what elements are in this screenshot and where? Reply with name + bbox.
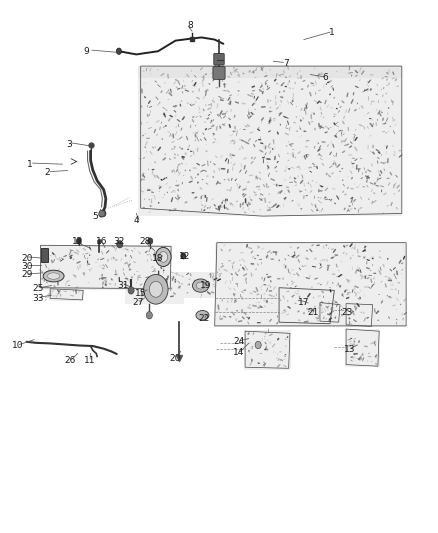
Text: 33: 33 bbox=[33, 294, 44, 303]
Text: 2: 2 bbox=[44, 168, 50, 177]
Text: 17: 17 bbox=[298, 298, 310, 307]
FancyBboxPatch shape bbox=[184, 272, 217, 298]
Circle shape bbox=[181, 253, 186, 259]
Text: 4: 4 bbox=[134, 216, 139, 225]
Text: 27: 27 bbox=[133, 298, 144, 307]
FancyBboxPatch shape bbox=[244, 330, 291, 370]
Text: 20: 20 bbox=[22, 254, 33, 263]
Ellipse shape bbox=[43, 270, 64, 282]
Text: 26: 26 bbox=[64, 356, 76, 365]
FancyBboxPatch shape bbox=[41, 248, 48, 262]
Text: 8: 8 bbox=[188, 21, 194, 30]
Text: 3: 3 bbox=[66, 140, 72, 149]
Text: 18: 18 bbox=[152, 254, 164, 263]
Text: 6: 6 bbox=[323, 73, 328, 82]
Text: 10: 10 bbox=[12, 341, 24, 350]
Text: 16: 16 bbox=[96, 237, 107, 246]
Text: 23: 23 bbox=[342, 308, 353, 317]
Text: 12: 12 bbox=[179, 253, 190, 262]
Text: 31: 31 bbox=[117, 280, 129, 289]
Circle shape bbox=[159, 252, 168, 262]
Circle shape bbox=[148, 238, 153, 244]
Text: 32: 32 bbox=[113, 237, 124, 246]
Circle shape bbox=[146, 312, 152, 319]
Circle shape bbox=[255, 341, 261, 349]
Text: 22: 22 bbox=[198, 314, 209, 323]
Circle shape bbox=[144, 274, 168, 304]
FancyBboxPatch shape bbox=[319, 303, 341, 323]
Text: 28: 28 bbox=[139, 237, 151, 246]
Text: 1: 1 bbox=[27, 160, 32, 168]
Text: 21: 21 bbox=[307, 308, 318, 317]
Text: 12: 12 bbox=[72, 237, 83, 246]
FancyBboxPatch shape bbox=[49, 288, 84, 301]
Ellipse shape bbox=[196, 311, 209, 320]
FancyBboxPatch shape bbox=[138, 66, 402, 216]
FancyBboxPatch shape bbox=[215, 243, 406, 327]
Polygon shape bbox=[138, 66, 402, 78]
Ellipse shape bbox=[196, 282, 205, 289]
Text: 29: 29 bbox=[22, 270, 33, 279]
Text: 5: 5 bbox=[92, 212, 98, 221]
Ellipse shape bbox=[47, 273, 60, 279]
Circle shape bbox=[117, 240, 123, 248]
FancyBboxPatch shape bbox=[40, 245, 171, 290]
Circle shape bbox=[155, 247, 171, 266]
Text: 7: 7 bbox=[283, 59, 290, 68]
FancyBboxPatch shape bbox=[125, 272, 184, 304]
Text: 11: 11 bbox=[84, 356, 95, 365]
FancyBboxPatch shape bbox=[213, 67, 225, 79]
Text: 24: 24 bbox=[233, 337, 244, 346]
Text: 20: 20 bbox=[170, 354, 181, 364]
FancyBboxPatch shape bbox=[214, 53, 224, 65]
Text: 1: 1 bbox=[329, 28, 335, 37]
Text: 14: 14 bbox=[233, 349, 244, 358]
Text: 15: 15 bbox=[135, 289, 146, 298]
Text: 9: 9 bbox=[83, 47, 89, 56]
Ellipse shape bbox=[192, 279, 209, 292]
Text: 19: 19 bbox=[200, 281, 212, 290]
Text: 25: 25 bbox=[33, 284, 44, 293]
FancyBboxPatch shape bbox=[345, 303, 374, 327]
FancyBboxPatch shape bbox=[278, 288, 334, 325]
Circle shape bbox=[128, 287, 134, 294]
FancyBboxPatch shape bbox=[345, 329, 380, 367]
Circle shape bbox=[116, 48, 121, 54]
Circle shape bbox=[76, 238, 81, 244]
Text: 13: 13 bbox=[344, 345, 355, 354]
Text: 30: 30 bbox=[22, 262, 33, 271]
Circle shape bbox=[149, 281, 162, 297]
